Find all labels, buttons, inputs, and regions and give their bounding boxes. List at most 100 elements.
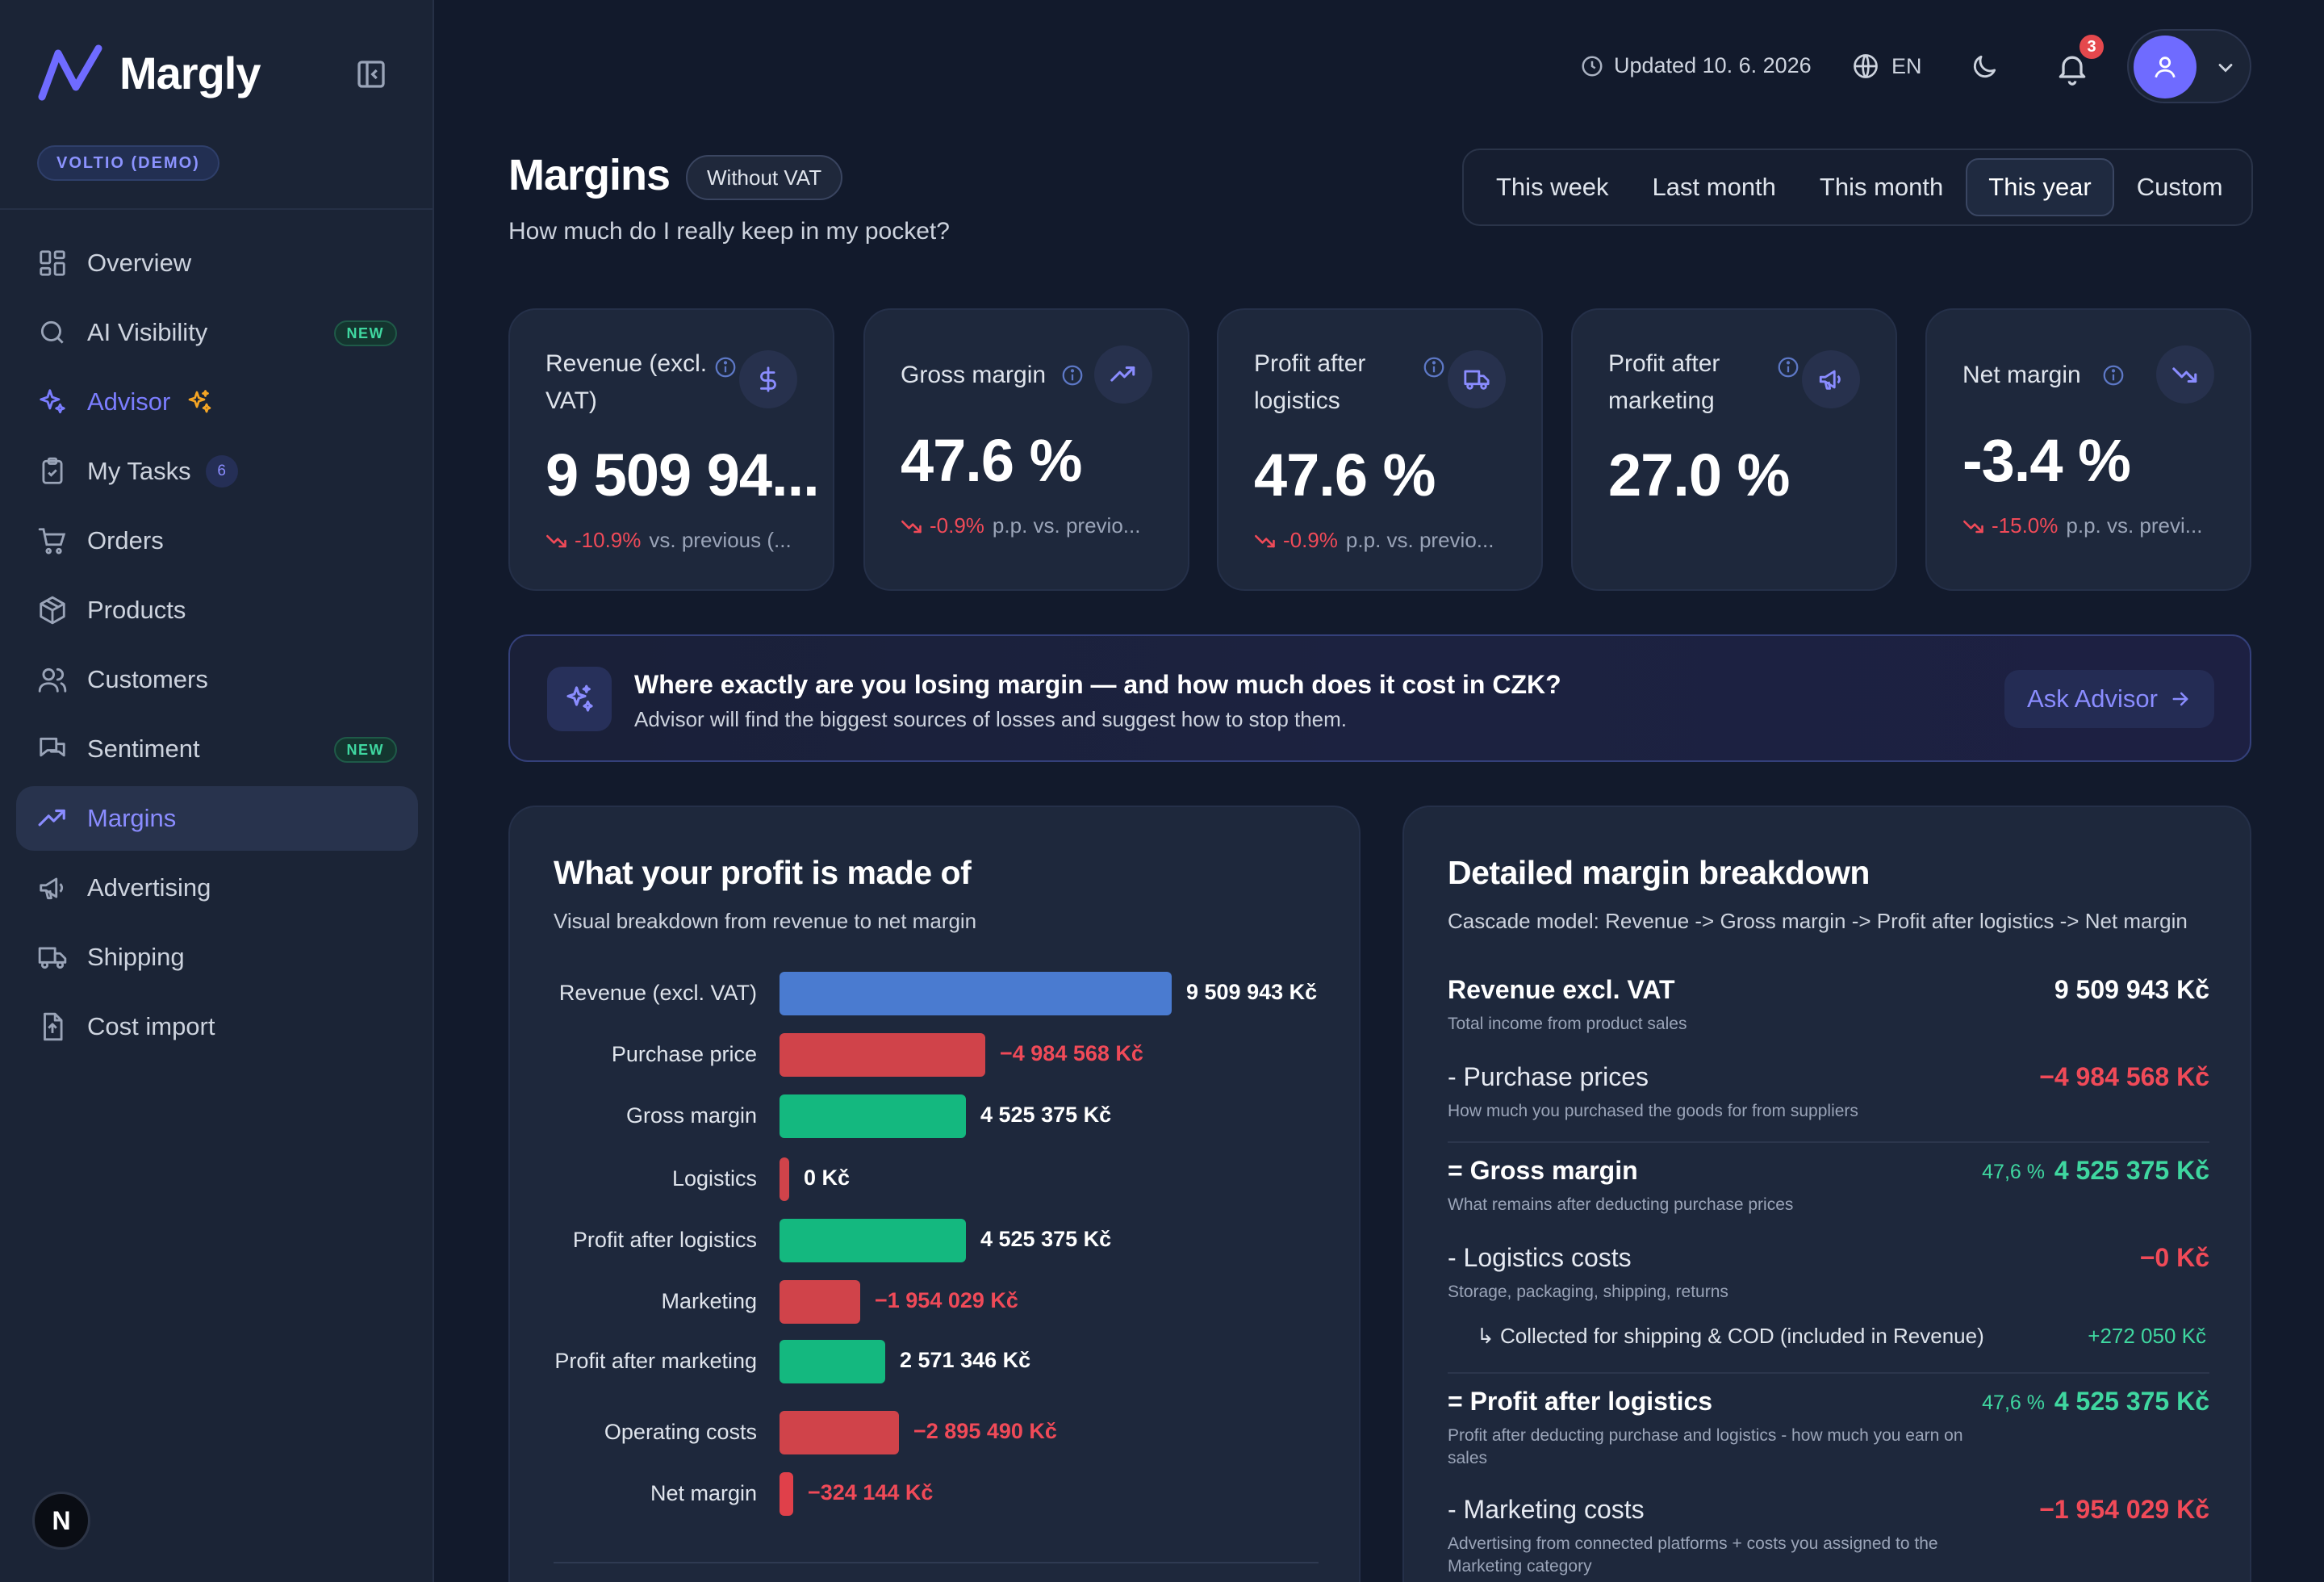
margin-breakdown-panel: Detailed margin breakdown Cascade model:… bbox=[1402, 806, 2251, 1582]
sidebar-item-label: Advertising bbox=[87, 873, 211, 902]
info-icon[interactable] bbox=[1060, 363, 1085, 387]
workspace-badge[interactable]: VOLTIO (DEMO) bbox=[37, 145, 219, 181]
kpi-label: Profit after logistics bbox=[1254, 350, 1366, 414]
theme-toggle-moon-icon[interactable] bbox=[1969, 52, 2000, 82]
last-updated: Updated 10. 6. 2026 bbox=[1580, 53, 1812, 78]
breakdown-row-logistics: - Logistics costs Storage, packaging, sh… bbox=[1448, 1243, 2209, 1304]
sidebar-item-label: Customers bbox=[87, 665, 208, 693]
chart-category-label: Operating costs bbox=[604, 1420, 757, 1444]
kpi-card-gross-margin: Gross margin 47.6 % -0.9% p.p. vs. previ… bbox=[863, 308, 1189, 591]
kpi-value: 9 509 94... bbox=[545, 442, 820, 508]
advisor-subtitle: Advisor will find the biggest sources of… bbox=[634, 707, 1348, 731]
sidebar-item-label: Sentiment bbox=[87, 734, 200, 763]
arrow-right-icon bbox=[2172, 692, 2188, 706]
chart-row: Operating costs −2 895 490 Kč bbox=[510, 1408, 1362, 1456]
chart-category-label: Marketing bbox=[661, 1289, 757, 1313]
logo[interactable]: Margly bbox=[37, 42, 261, 103]
divider bbox=[1448, 1141, 2209, 1143]
period-last-month[interactable]: Last month bbox=[1652, 173, 1776, 201]
kpi-delta-text: p.p. vs. previ... bbox=[2066, 513, 2203, 538]
info-icon[interactable] bbox=[1422, 355, 1446, 379]
cart-icon bbox=[38, 528, 66, 555]
chart-bar[interactable] bbox=[780, 1157, 789, 1201]
sidebar-item-label: Margins bbox=[87, 804, 177, 832]
sidebar-item-advertising[interactable]: Advertising bbox=[16, 856, 418, 920]
kpi-value: 47.6 % bbox=[1254, 442, 1436, 508]
trending-up-icon bbox=[38, 809, 65, 827]
advisor-banner: Where exactly are you losing margin — an… bbox=[508, 634, 2251, 762]
app-name: Margly bbox=[119, 47, 261, 98]
chart-value-label: −4 984 568 Kč bbox=[1000, 1041, 1143, 1065]
kpi-delta-text: vs. previous (... bbox=[649, 528, 792, 552]
chart-title: What your profit is made of bbox=[554, 854, 972, 891]
chart-bar[interactable] bbox=[780, 1094, 966, 1138]
period-this-month[interactable]: This month bbox=[1819, 173, 1944, 201]
period-this-year[interactable]: This year bbox=[1966, 158, 2114, 216]
breakdown-row-purchase-prices: - Purchase prices How much you purchased… bbox=[1448, 1062, 2209, 1123]
chart-category-label: Gross margin bbox=[625, 1103, 757, 1128]
language-switcher[interactable]: EN bbox=[1851, 52, 1922, 81]
chart-value-label: −2 895 490 Kč bbox=[913, 1419, 1057, 1443]
bottom-avatar[interactable]: N bbox=[32, 1492, 90, 1550]
sidebar-item-overview[interactable]: Overview bbox=[16, 231, 418, 295]
period-custom[interactable]: Custom bbox=[2136, 173, 2223, 201]
sidebar-item-products[interactable]: Products bbox=[16, 578, 418, 642]
divider bbox=[554, 1562, 1319, 1563]
chart-bar[interactable] bbox=[780, 1280, 860, 1324]
info-icon[interactable] bbox=[713, 355, 738, 379]
sidebar-item-customers[interactable]: Customers bbox=[16, 647, 418, 712]
sidebar-item-advisor[interactable]: Advisor bbox=[16, 370, 418, 434]
sidebar-collapse-icon[interactable] bbox=[355, 58, 387, 90]
sidebar-item-cost-import[interactable]: Cost import bbox=[16, 994, 418, 1059]
user-menu[interactable] bbox=[2127, 29, 2251, 103]
sidebar-item-orders[interactable]: Orders bbox=[16, 508, 418, 573]
row-value: 4 525 375 Kč bbox=[2054, 1387, 2209, 1416]
kpi-card-net-margin: Net margin -3.4 % -15.0% p.p. vs. previ.… bbox=[1925, 308, 2251, 591]
row-title: - Logistics costs bbox=[1448, 1243, 1632, 1272]
page-subtitle: How much do I really keep in my pocket? bbox=[508, 218, 950, 245]
sidebar-item-label: Cost import bbox=[87, 1012, 215, 1040]
kpi-delta: -0.9% p.p. vs. previo... bbox=[1254, 528, 1494, 553]
trending-down-icon bbox=[1255, 534, 1275, 547]
megaphone-icon bbox=[40, 877, 64, 900]
kpi-delta-text: p.p. vs. previo... bbox=[992, 513, 1141, 538]
sidebar-item-shipping[interactable]: Shipping bbox=[16, 925, 418, 990]
sidebar-item-my-tasks[interactable]: My Tasks 6 bbox=[16, 439, 418, 504]
profit-breakdown-chart-panel: What your profit is made of Visual break… bbox=[508, 806, 1361, 1582]
sidebar-item-margins[interactable]: Margins bbox=[16, 786, 418, 851]
breakdown-row-gross-margin: = Gross margin What remains after deduct… bbox=[1448, 1156, 2209, 1216]
row-percentage: 47,6 % bbox=[1982, 1392, 2045, 1414]
chart-row: Net margin −324 144 Kč bbox=[510, 1469, 1362, 1517]
chart-bar[interactable] bbox=[780, 1472, 793, 1516]
advisor-title: Where exactly are you losing margin — an… bbox=[634, 670, 1561, 699]
file-upload-icon bbox=[44, 1012, 63, 1041]
breakdown-row-marketing: - Marketing costs Advertising from conne… bbox=[1448, 1495, 2209, 1578]
new-badge: NEW bbox=[333, 320, 397, 346]
info-icon[interactable] bbox=[2101, 363, 2125, 387]
period-this-week[interactable]: This week bbox=[1496, 173, 1609, 201]
sidebar-item-ai-visibility[interactable]: AI Visibility NEW bbox=[16, 300, 418, 365]
sidebar-item-sentiment[interactable]: Sentiment NEW bbox=[16, 717, 418, 781]
chart-bar[interactable] bbox=[780, 1033, 985, 1077]
kpi-label: Net margin bbox=[1962, 362, 2081, 388]
row-description: Storage, packaging, shipping, returns bbox=[1448, 1283, 1728, 1301]
bell-icon[interactable] bbox=[2054, 50, 2090, 86]
info-icon[interactable] bbox=[1776, 355, 1800, 379]
divider bbox=[1448, 1372, 2209, 1374]
sidebar-item-label: Advisor bbox=[87, 387, 171, 416]
sidebar-item-label: Orders bbox=[87, 526, 164, 555]
chart-bar[interactable] bbox=[780, 1340, 885, 1383]
chart-bar[interactable] bbox=[780, 1219, 966, 1262]
chart-bar[interactable] bbox=[780, 972, 1172, 1015]
vat-mode-chip[interactable]: Without VAT bbox=[686, 155, 843, 200]
row-title: Revenue excl. VAT bbox=[1448, 975, 1675, 1004]
shipping-collected-value: +272 050 Kč bbox=[2088, 1324, 2206, 1348]
truck-icon bbox=[1448, 350, 1506, 408]
topbar: Updated 10. 6. 2026 EN 3 bbox=[1574, 29, 2251, 107]
sidebar-nav: Overview AI Visibility NEW Advisor My Ta… bbox=[16, 231, 418, 1064]
ask-advisor-button[interactable]: Ask Advisor bbox=[2004, 670, 2214, 728]
chart-bar[interactable] bbox=[780, 1411, 899, 1454]
row-percentage: 47,6 % bbox=[1982, 1161, 2045, 1183]
kpi-card-profit-after-marketing: Profit after marketing 27.0 % bbox=[1571, 308, 1897, 591]
row-value: −1 954 029 Kč bbox=[2039, 1495, 2209, 1524]
